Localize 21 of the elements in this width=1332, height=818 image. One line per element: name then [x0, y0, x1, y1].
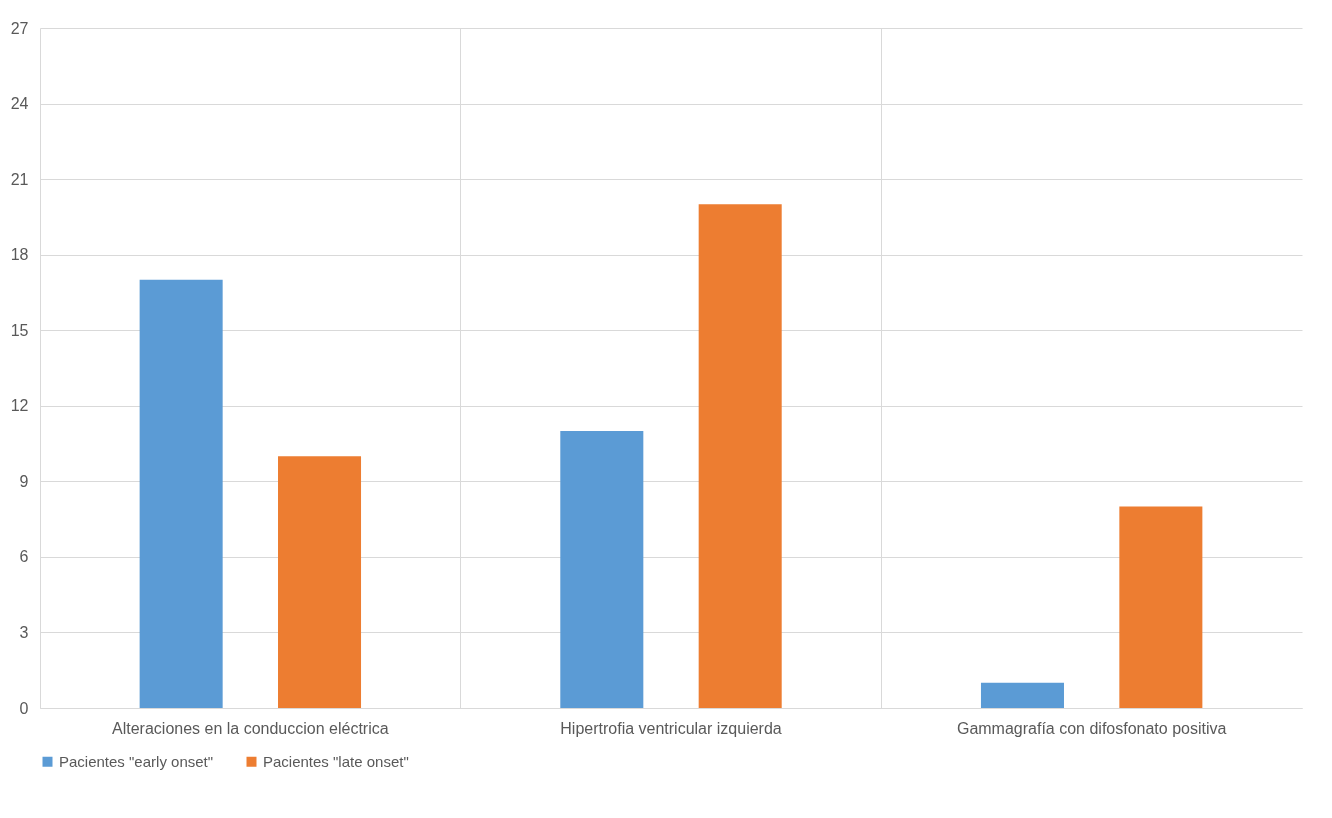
x-tick-label: Alteraciones en la conduccion eléctrica	[112, 719, 389, 737]
y-tick-label: 0	[19, 699, 29, 717]
x-tick-label: Gammagrafía con difosfonato positiva	[956, 719, 1227, 737]
y-tick-label: 15	[10, 321, 29, 339]
bar	[278, 456, 362, 708]
legend-label: Pacientes "early onset"	[59, 752, 214, 770]
bar	[560, 430, 644, 708]
y-tick-label: 12	[10, 397, 29, 415]
y-tick-label: 27	[10, 19, 29, 37]
legend-label: Pacientes "late onset"	[263, 752, 409, 770]
x-tick-label: Hipertrofia ventricular izquierda	[560, 719, 782, 737]
y-tick-label: 9	[19, 472, 29, 490]
y-tick-label: 18	[10, 246, 29, 264]
y-tick-label: 24	[10, 95, 29, 113]
y-tick-label: 21	[10, 170, 29, 188]
bar	[139, 279, 223, 708]
bar	[980, 682, 1064, 708]
bar	[698, 204, 782, 708]
y-tick-label: 6	[19, 548, 29, 566]
y-tick-label: 3	[19, 623, 29, 641]
bar	[1119, 506, 1203, 708]
